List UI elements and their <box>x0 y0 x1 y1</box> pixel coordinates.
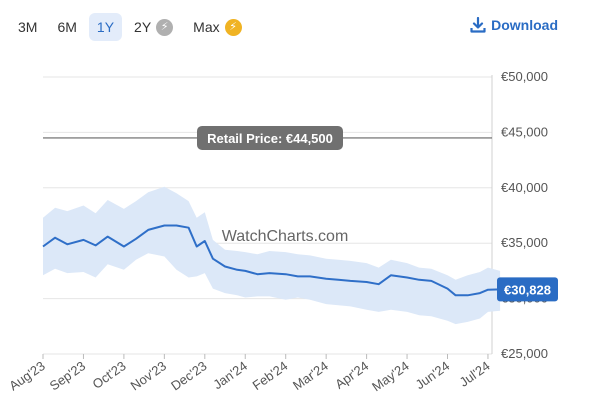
x-tick-label: Jul'24 <box>457 358 493 390</box>
download-label: Download <box>491 17 558 33</box>
tab-3m[interactable]: 3M <box>10 13 45 41</box>
y-tick-label: €50,000 <box>501 69 548 84</box>
watermark: WatchCharts.com <box>222 228 349 245</box>
x-tick-label: Aug'23 <box>6 358 47 393</box>
tab-label: Max <box>193 19 220 35</box>
bolt-icon: ⚡ <box>156 18 174 36</box>
retail-price-label: Retail Price: €44,500 <box>207 131 333 146</box>
download-button[interactable]: Download <box>470 17 558 33</box>
x-tick-label: Nov'23 <box>128 358 169 393</box>
tab-label: 6M <box>57 19 77 35</box>
x-tick-label: Apr'24 <box>332 358 371 392</box>
tab-label: 1Y <box>96 19 115 35</box>
x-tick-label: Feb'24 <box>250 358 291 393</box>
tab-1y[interactable]: 1Y <box>88 13 123 41</box>
tab-label: 3M <box>18 19 38 35</box>
y-tick-label: €40,000 <box>501 180 548 195</box>
last-price-badge: €30,828 <box>504 282 551 297</box>
y-tick-label: €45,000 <box>501 124 548 139</box>
tab-max[interactable]: Max ⚡ <box>185 13 249 41</box>
tab-2y[interactable]: 2Y ⚡ <box>126 13 181 41</box>
last-price-badge-bg <box>497 277 558 302</box>
timeframe-tabs: 3M 6M 1Y 2Y ⚡ Max ⚡ <box>10 12 254 42</box>
retail-price-label-bg <box>197 125 343 150</box>
y-tick-label: €25,000 <box>501 346 548 361</box>
y-tick-label: €35,000 <box>501 235 548 250</box>
x-tick-label: Sep'23 <box>47 358 88 393</box>
tab-label: 2Y <box>134 19 152 35</box>
x-tick-label: Jan'24 <box>210 358 250 392</box>
bolt-icon: ⚡ <box>224 18 242 36</box>
price-range-band <box>43 186 501 325</box>
x-tick-label: Oct'23 <box>90 358 129 392</box>
x-tick-label: Dec'23 <box>168 358 209 393</box>
price-line <box>42 224 501 297</box>
x-tick-label: Mar'24 <box>290 358 331 393</box>
download-icon <box>470 17 486 33</box>
tab-6m[interactable]: 6M <box>49 13 84 41</box>
x-tick-label: May'24 <box>369 358 412 394</box>
x-tick-label: Jun'24 <box>413 358 453 392</box>
